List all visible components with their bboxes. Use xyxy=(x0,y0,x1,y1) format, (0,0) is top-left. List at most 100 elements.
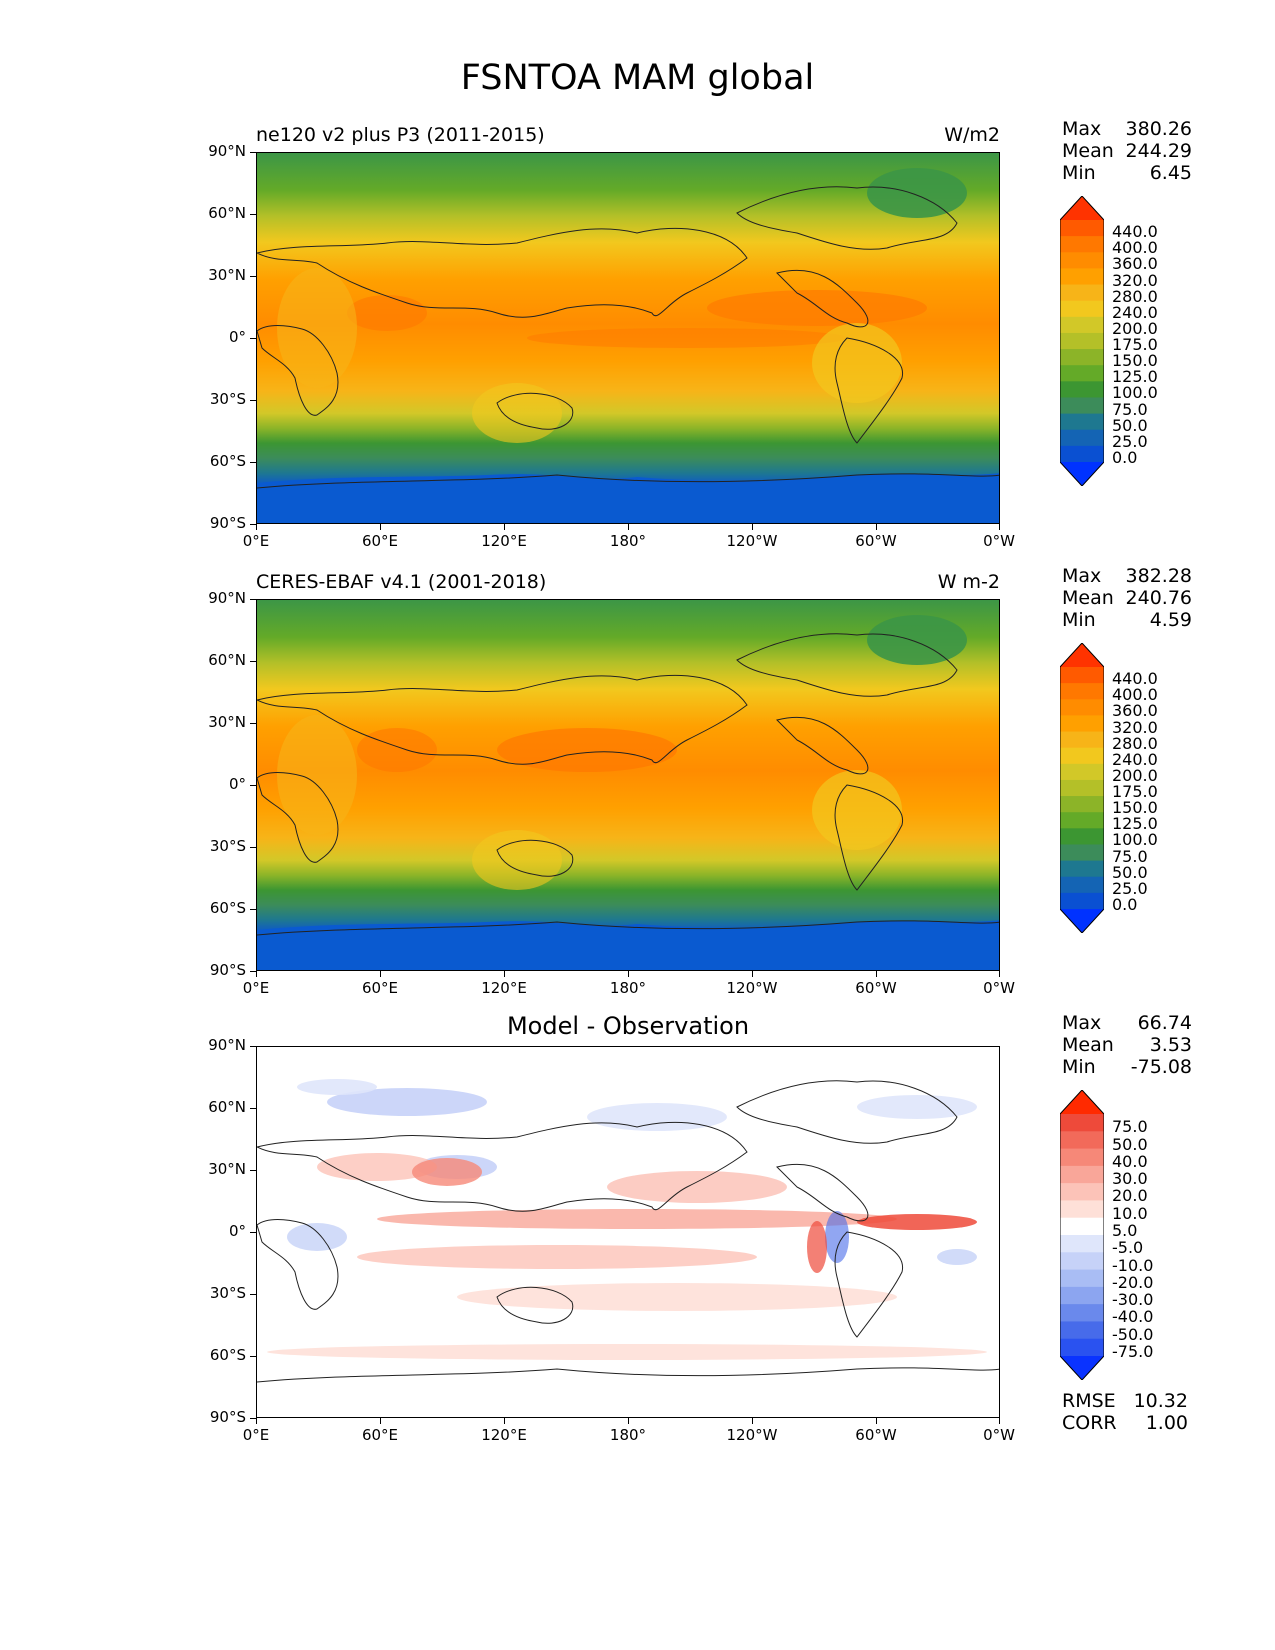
colorbar-segment xyxy=(1060,236,1104,253)
colorbar-segment xyxy=(1060,1269,1104,1288)
colorbar-tick-label: 25.0 xyxy=(1112,431,1148,451)
colorbar-tick-label: 100.0 xyxy=(1112,830,1158,850)
colorbar-tick-label: 50.0 xyxy=(1112,415,1148,435)
panel-diff-title: Model - Observation xyxy=(506,1012,750,1040)
colorbar-segment xyxy=(1060,779,1104,797)
lon-label: 60°E xyxy=(361,1426,399,1444)
colorbar-extend-min xyxy=(1060,1356,1104,1380)
stat-label: Mean xyxy=(1062,1034,1114,1056)
panel-model-stats: Max 380.26 Mean 244.29 Min 6.45 xyxy=(1062,118,1192,184)
colorbar-tick-label: 440.0 xyxy=(1112,669,1158,689)
colorbar-segment xyxy=(1060,1252,1104,1271)
colorbar-tick-label: 25.0 xyxy=(1112,878,1148,898)
lat-label: 60°S xyxy=(209,452,246,470)
panel-model-units: W/m2 xyxy=(944,124,1000,146)
colorbar-tick-label: 360.0 xyxy=(1112,254,1158,274)
stat-label: Min xyxy=(1062,162,1096,184)
lon-label: 120°E xyxy=(481,979,527,997)
colorbar-segment xyxy=(1060,747,1104,765)
lat-label: 60°N xyxy=(208,204,246,222)
colorbar-segment xyxy=(1060,763,1104,781)
colorbar-tick-label: -50.0 xyxy=(1112,1324,1154,1344)
colorbar-segment xyxy=(1060,300,1104,318)
colorbar-tick-label: 75.0 xyxy=(1112,846,1148,866)
lon-label: 120°W xyxy=(726,532,778,550)
lon-label: 180° xyxy=(609,1426,647,1444)
lon-label: 120°W xyxy=(726,1426,778,1444)
colorbar-tick-label: -40.0 xyxy=(1112,1307,1154,1327)
colorbar-tick-label: 175.0 xyxy=(1112,782,1158,802)
stat-value: 240.76 xyxy=(1125,587,1192,609)
lon-label: 60°E xyxy=(361,979,399,997)
panel-diff: Model - Observation xyxy=(0,1012,1275,1458)
map-obs xyxy=(256,599,1000,971)
colorbar-tick-label: 200.0 xyxy=(1112,318,1158,338)
stat-value: 382.28 xyxy=(1125,565,1192,587)
lat-label: 0° xyxy=(228,1222,246,1240)
stat-value: 380.26 xyxy=(1125,118,1192,140)
lat-label: 90°N xyxy=(208,142,246,160)
map-diff xyxy=(256,1046,1000,1418)
panel-model: ne120 v2 plus P3 (2011-2015) W/m2 xyxy=(0,118,1275,564)
lon-label: 0°E xyxy=(242,1426,270,1444)
colorbar-segment xyxy=(1060,1131,1104,1150)
lat-label: 30°S xyxy=(209,837,246,855)
colorbar-extend-min xyxy=(1060,909,1104,933)
stat-value: 6.45 xyxy=(1149,162,1192,184)
colorbar-segment xyxy=(1060,796,1104,813)
colorbar-segment xyxy=(1060,284,1104,302)
colorbar-segment xyxy=(1060,349,1104,366)
lat-label: 30°N xyxy=(208,266,246,284)
colorbar-segment xyxy=(1060,1183,1104,1201)
colorbar-tick-label: 75.0 xyxy=(1112,1117,1148,1137)
colorbar-segment xyxy=(1060,1338,1104,1357)
stat-value: -75.08 xyxy=(1130,1056,1192,1078)
lat-label: 30°N xyxy=(208,713,246,731)
stat-label: Max xyxy=(1062,118,1102,140)
colorbar-segment xyxy=(1060,252,1104,269)
stat-label: CORR xyxy=(1062,1412,1117,1434)
stat-label: Mean xyxy=(1062,140,1114,162)
lat-label: 30°N xyxy=(208,1160,246,1178)
colorbar-tick-label: 100.0 xyxy=(1112,383,1158,403)
colorbar-tick-label: 360.0 xyxy=(1112,701,1158,721)
colorbar-tick-label: 0.0 xyxy=(1112,895,1138,914)
colorbar-tick-label: 10.0 xyxy=(1112,1203,1148,1223)
colorbar-segment xyxy=(1060,876,1104,894)
colorbar-segment xyxy=(1060,844,1104,862)
colorbar-tick-label: 50.0 xyxy=(1112,862,1148,882)
stat-label: Min xyxy=(1062,609,1096,631)
lon-label: 120°E xyxy=(481,1426,527,1444)
colorbar-extend-min xyxy=(1060,462,1104,486)
lon-label: 0°W xyxy=(983,1426,1015,1444)
lat-label: 60°S xyxy=(209,1346,246,1364)
panel-obs-title: CERES-EBAF v4.1 (2001-2018) xyxy=(256,571,547,593)
colorbar-segment xyxy=(1060,1321,1104,1340)
lon-label: 0°E xyxy=(242,532,270,550)
stat-value: 1.00 xyxy=(1145,1412,1188,1434)
colorbar-tick-label: 125.0 xyxy=(1112,814,1158,834)
lon-label: 180° xyxy=(609,532,647,550)
colorbar xyxy=(1060,1090,1104,1380)
colorbar-tick-label: -5.0 xyxy=(1112,1238,1144,1258)
panel-diff-stats: Max 66.74 Mean 3.53 Min -75.08 xyxy=(1062,1012,1192,1078)
stat-label: RMSE xyxy=(1062,1390,1116,1412)
colorbar-tick-label: -10.0 xyxy=(1112,1255,1154,1275)
colorbar-segment xyxy=(1060,1148,1104,1167)
lon-label: 180° xyxy=(609,979,647,997)
colorbar-tick-label: 400.0 xyxy=(1112,238,1158,258)
stat-label: Max xyxy=(1062,1012,1102,1034)
colorbar-segment xyxy=(1060,731,1104,749)
colorbar-tick-label: 440.0 xyxy=(1112,222,1158,242)
colorbar-tick-label: 240.0 xyxy=(1112,302,1158,322)
colorbar-segment xyxy=(1060,828,1104,845)
stat-value: 244.29 xyxy=(1125,140,1192,162)
stat-label: Max xyxy=(1062,565,1102,587)
colorbar-tick-label: 50.0 xyxy=(1112,1134,1148,1154)
colorbar-tick-label: 320.0 xyxy=(1112,270,1158,290)
map-model-fill xyxy=(257,153,999,523)
colorbar xyxy=(1060,643,1104,933)
colorbar-segment xyxy=(1060,397,1104,415)
figure-title: FSNTOA MAM global xyxy=(460,58,815,98)
colorbar-segment xyxy=(1060,220,1104,237)
